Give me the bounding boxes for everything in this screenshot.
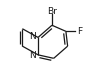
Text: Br: Br (47, 7, 57, 16)
Text: N: N (29, 51, 36, 60)
Text: N: N (29, 32, 36, 41)
Text: F: F (77, 27, 82, 36)
